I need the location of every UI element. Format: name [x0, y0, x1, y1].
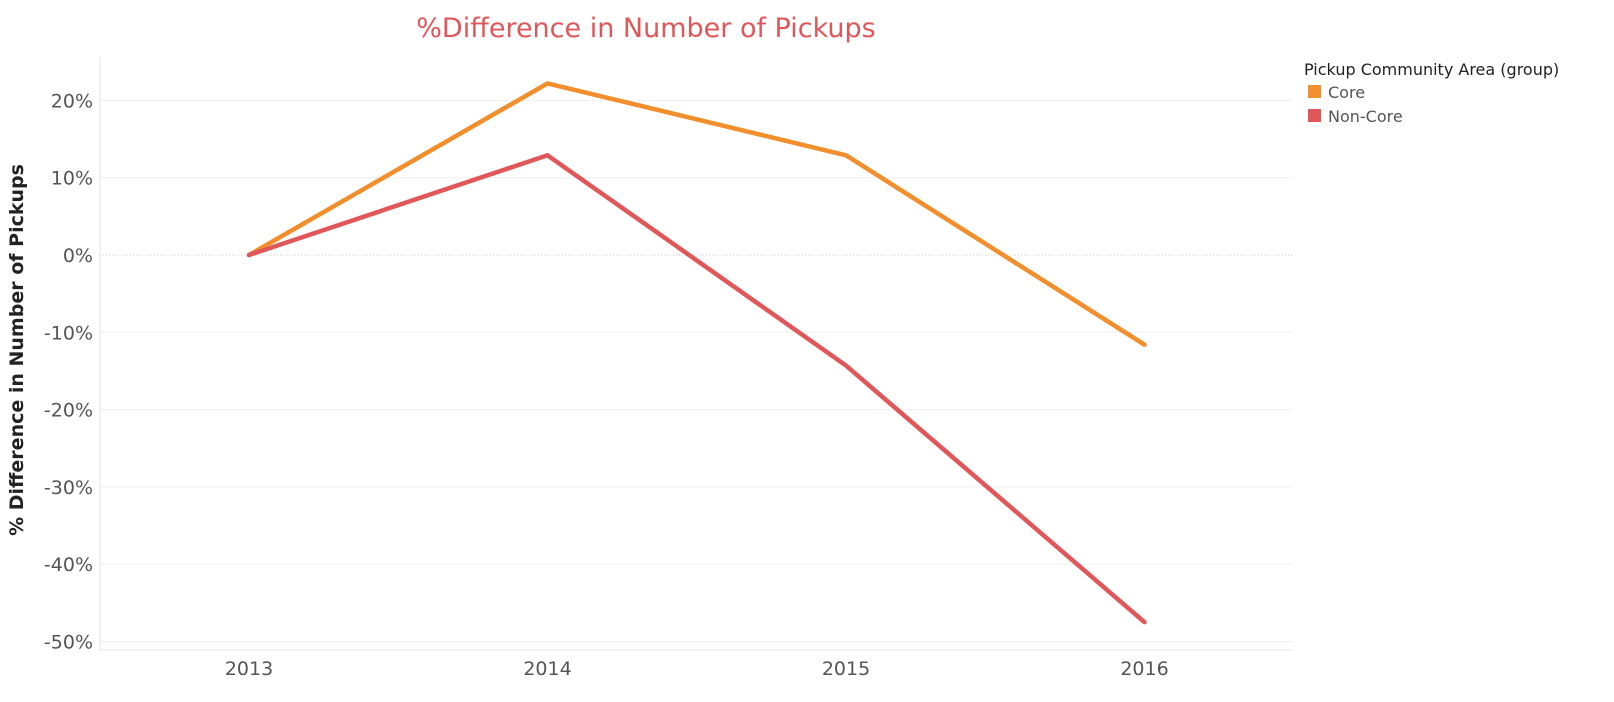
series-layer [246, 81, 1147, 625]
series-line-core [246, 81, 1147, 347]
y-tick-label: -40% [44, 554, 93, 576]
legend-swatch-core [1308, 85, 1321, 98]
x-tick-label: 2013 [225, 658, 273, 680]
y-tick-label: 10% [51, 168, 93, 190]
y-tick-label: 20% [51, 90, 93, 112]
x-tick-label: 2016 [1120, 658, 1168, 680]
x-tick-label: 2015 [822, 658, 870, 680]
legend-label-non-core: Non-Core [1328, 107, 1403, 126]
y-tick-label: -20% [44, 400, 93, 422]
x-ticks: 2013 2014 2015 2016 [225, 658, 1169, 680]
y-ticks: 20% 10% 0% -10% -20% -30% -40% -50% [44, 90, 93, 653]
chart-title: %Difference in Number of Pickups [416, 13, 875, 44]
plot-frame [99, 57, 1293, 651]
y-tick-label: -50% [44, 632, 93, 654]
x-tick-label: 2014 [523, 658, 571, 680]
legend-swatch-non-core [1308, 109, 1321, 122]
y-axis-title: % Difference in Number of Pickups [6, 164, 28, 536]
legend: Pickup Community Area (group) Core Non-C… [1304, 60, 1559, 126]
y-tick-label: -10% [44, 322, 93, 344]
series-line-non-core [246, 153, 1147, 625]
y-tick-label: -30% [44, 477, 93, 499]
gridlines [100, 99, 1293, 642]
legend-title: Pickup Community Area (group) [1304, 60, 1559, 79]
y-tick-label: 0% [63, 245, 93, 267]
legend-label-core: Core [1328, 83, 1365, 102]
